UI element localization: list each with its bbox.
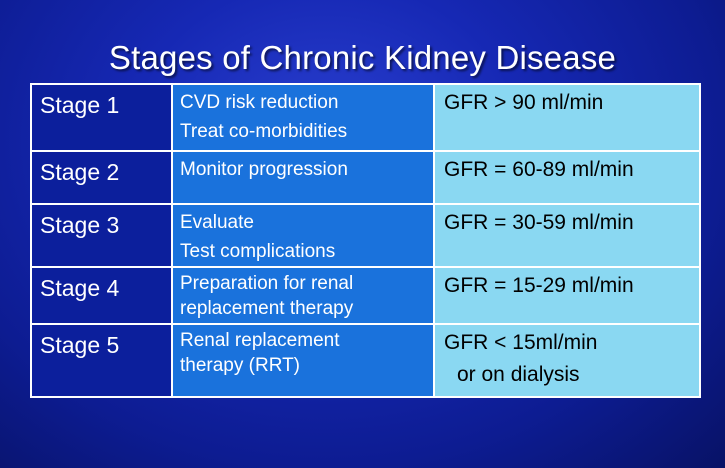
description-line: CVD risk reduction xyxy=(180,92,339,113)
ckd-stages-table: Stage 1 CVD risk reduction Treat co-morb… xyxy=(30,83,701,398)
description-line: Treat co-morbidities xyxy=(180,121,348,142)
stage-cell: Stage 4 xyxy=(30,266,173,325)
stage-cell: Stage 2 xyxy=(30,150,173,205)
gfr-cell: GFR = 30-59 ml/min xyxy=(433,203,701,268)
description-cell: CVD risk reduction Treat co-morbidities xyxy=(171,83,435,152)
description-cell: Monitor progression xyxy=(171,150,435,205)
gfr-cell: GFR = 15-29 ml/min xyxy=(433,266,701,325)
table-row-stage-4: Stage 4 Preparation for renal replacemen… xyxy=(30,266,701,325)
gfr-cell: GFR = 60-89 ml/min xyxy=(433,150,701,205)
description-cell: Preparation for renal replacement therap… xyxy=(171,266,435,325)
table-row-stage-3: Stage 3 Evaluate Test complications GFR … xyxy=(30,203,701,268)
description-line: Renal replacement xyxy=(180,330,340,351)
description-cell: Evaluate Test complications xyxy=(171,203,435,268)
table-row-stage-5: Stage 5 Renal replacement therapy (RRT) … xyxy=(30,323,701,398)
slide-title: Stages of Chronic Kidney Disease xyxy=(108,39,617,76)
description-line: therapy (RRT) xyxy=(180,355,301,376)
description-line: Monitor progression xyxy=(180,159,348,180)
gfr-cell: GFR > 90 ml/min xyxy=(433,83,701,152)
gfr-cell: GFR < 15ml/min or on dialysis xyxy=(433,323,701,398)
description-line: replacement therapy xyxy=(180,298,354,319)
gfr-line: GFR = 30-59 ml/min xyxy=(444,211,634,234)
description-line: Test complications xyxy=(180,241,336,262)
gfr-line: GFR = 15-29 ml/min xyxy=(444,274,634,297)
stage-cell: Stage 3 xyxy=(30,203,173,268)
stage-cell: Stage 5 xyxy=(30,323,173,398)
gfr-line: or on dialysis xyxy=(457,363,580,386)
description-line: Evaluate xyxy=(180,212,254,233)
description-cell: Renal replacement therapy (RRT) xyxy=(171,323,435,398)
gfr-line: GFR < 15ml/min xyxy=(444,331,598,354)
table-row-stage-1: Stage 1 CVD risk reduction Treat co-morb… xyxy=(30,83,701,152)
gfr-line: GFR > 90 ml/min xyxy=(444,91,604,114)
gfr-line: GFR = 60-89 ml/min xyxy=(444,158,634,181)
stage-cell: Stage 1 xyxy=(30,83,173,152)
table-row-stage-2: Stage 2 Monitor progression GFR = 60-89 … xyxy=(30,150,701,205)
description-line: Preparation for renal xyxy=(180,273,354,294)
